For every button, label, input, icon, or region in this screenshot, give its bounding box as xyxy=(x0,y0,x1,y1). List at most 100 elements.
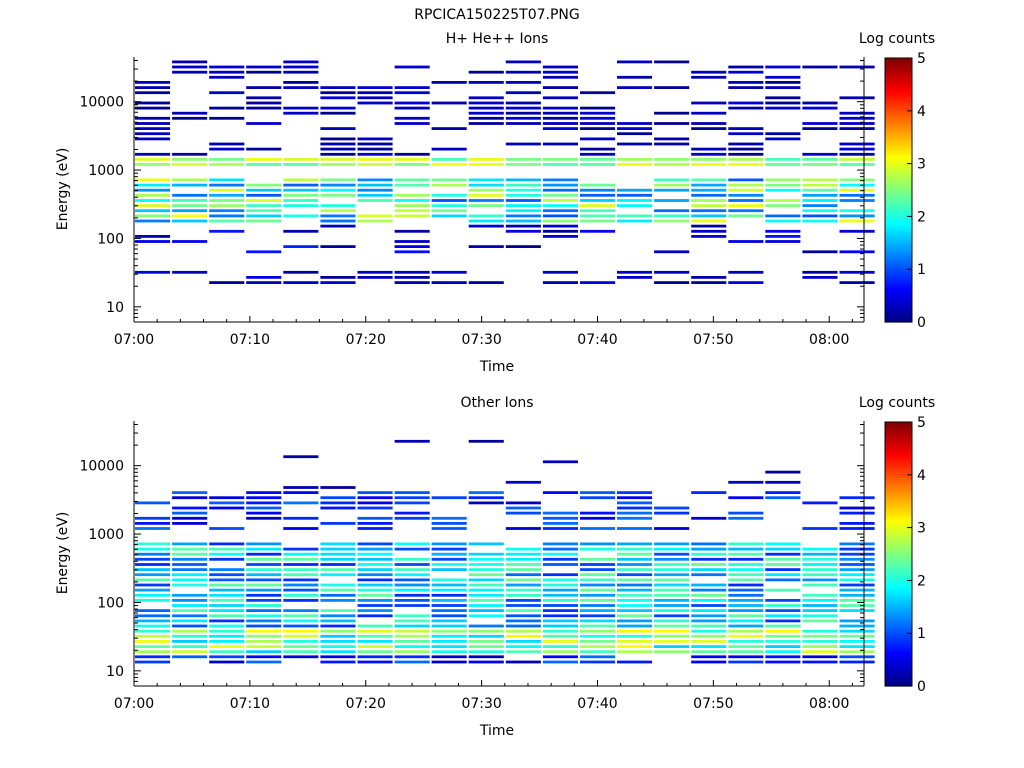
panel-2-xlabel: Time xyxy=(479,723,514,739)
heatmap-cell xyxy=(505,629,541,633)
heatmap-cell xyxy=(394,91,430,95)
heatmap-cell xyxy=(246,250,282,254)
heatmap-cell xyxy=(320,224,356,228)
heatmap-cell xyxy=(468,593,504,597)
heatmap-cell xyxy=(283,455,319,459)
heatmap-cell xyxy=(839,599,875,602)
heatmap-cell xyxy=(765,634,801,638)
heatmap-cell xyxy=(654,199,690,202)
heatmap-cell xyxy=(691,660,727,664)
colorbar-swatch xyxy=(885,300,912,305)
heatmap-cell xyxy=(839,96,875,100)
colorbar-swatch xyxy=(885,596,912,600)
heatmap-cell xyxy=(431,634,467,638)
colorbar-swatch xyxy=(885,590,912,595)
heatmap-cell xyxy=(320,152,356,156)
colorbar-swatch xyxy=(885,509,912,513)
x-tick-label: 07:10 xyxy=(230,696,270,712)
heatmap-cell xyxy=(580,568,616,571)
heatmap-cell xyxy=(654,609,690,612)
heatmap-cell xyxy=(431,127,467,130)
heatmap-cell xyxy=(394,116,430,120)
heatmap-cell xyxy=(468,439,504,443)
heatmap-cell xyxy=(172,163,208,166)
heatmap-cell xyxy=(802,178,838,182)
heatmap-cell xyxy=(691,614,727,618)
heatmap-cell xyxy=(431,199,467,202)
heatmap-cell xyxy=(505,573,541,577)
heatmap-cell xyxy=(357,199,393,202)
colorbar-swatch xyxy=(885,437,912,442)
heatmap-cell xyxy=(209,65,245,69)
heatmap-cell xyxy=(246,573,282,577)
heatmap-cell xyxy=(654,588,690,592)
heatmap-cell xyxy=(246,588,282,592)
heatmap-cell xyxy=(357,640,393,643)
heatmap-cell xyxy=(135,178,171,182)
heatmap-cell xyxy=(246,122,282,125)
colorbar-swatch xyxy=(885,675,912,679)
heatmap-cell xyxy=(394,276,430,279)
colorbar-swatch xyxy=(885,240,912,244)
heatmap-cell xyxy=(542,542,578,546)
heatmap-cell xyxy=(691,640,727,643)
heatmap-cell xyxy=(283,609,319,612)
heatmap-cell xyxy=(135,183,171,187)
heatmap-cell xyxy=(617,583,653,587)
x-tick-label: 07:30 xyxy=(461,696,501,712)
heatmap-cell xyxy=(654,547,690,551)
heatmap-cell xyxy=(728,142,764,146)
heatmap-cell xyxy=(617,563,653,566)
heatmap-cell xyxy=(320,127,356,130)
heatmap-cell xyxy=(394,199,430,202)
heatmap-cell xyxy=(431,655,467,659)
heatmap-cell xyxy=(728,204,764,207)
colorbar-swatch xyxy=(885,168,912,173)
heatmap-cell xyxy=(691,573,727,577)
heatmap-cell xyxy=(135,127,171,130)
x-tick-label: 07:50 xyxy=(693,332,733,348)
heatmap-cell xyxy=(505,645,541,648)
heatmap-cell xyxy=(839,178,875,182)
colorbar-swatch xyxy=(885,517,912,521)
heatmap-cell xyxy=(505,527,541,530)
heatmap-cell xyxy=(765,75,801,79)
colorbar-swatch xyxy=(885,564,912,568)
heatmap-cell xyxy=(394,152,430,156)
colorbar-swatch xyxy=(885,498,912,502)
heatmap-cell xyxy=(542,75,578,79)
heatmap-cell xyxy=(431,619,467,623)
heatmap-cell xyxy=(691,619,727,623)
x-tick-label: 07:20 xyxy=(346,332,386,348)
heatmap-cell xyxy=(320,660,356,664)
heatmap-cell xyxy=(839,229,875,233)
heatmap-cell xyxy=(394,511,430,515)
heatmap-cell xyxy=(691,609,727,612)
heatmap-cell xyxy=(320,552,356,556)
colorbar-swatch xyxy=(885,540,912,545)
heatmap-cell xyxy=(505,224,541,228)
heatmap-cell xyxy=(765,96,801,100)
heatmap-cell xyxy=(283,60,319,64)
heatmap-cell xyxy=(320,614,356,618)
heatmap-cell xyxy=(357,542,393,546)
heatmap-cell xyxy=(135,609,171,612)
heatmap-cell xyxy=(839,147,875,151)
heatmap-cell xyxy=(654,568,690,571)
colorbar-swatch xyxy=(885,213,912,217)
heatmap-cell xyxy=(172,619,208,623)
heatmap-cell xyxy=(654,219,690,223)
heatmap-cell xyxy=(431,568,467,571)
heatmap-cell xyxy=(654,137,690,141)
y-tick-label: 10 xyxy=(106,664,124,680)
heatmap-cell xyxy=(246,101,282,105)
heatmap-cell xyxy=(654,650,690,654)
heatmap-cell xyxy=(320,193,356,197)
colorbar-swatch xyxy=(885,245,912,249)
colorbar-swatch xyxy=(885,203,912,207)
heatmap-cell xyxy=(172,70,208,74)
panel-1-xlabel: Time xyxy=(479,359,514,375)
heatmap-cell xyxy=(172,547,208,551)
heatmap-cell xyxy=(320,655,356,659)
heatmap-cell xyxy=(802,65,838,69)
